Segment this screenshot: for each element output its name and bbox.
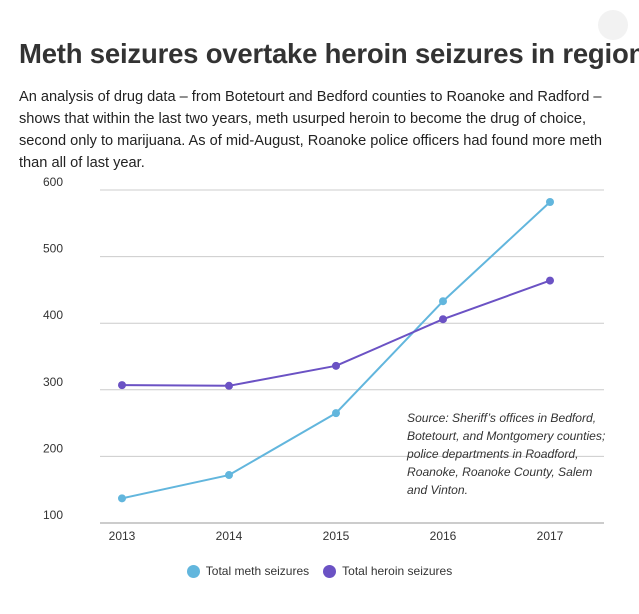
data-point-heroin[interactable] (225, 381, 233, 390)
legend-label-heroin: Total heroin seizures (342, 564, 453, 578)
series-points (118, 197, 554, 503)
y-tick-label: 300 (43, 375, 63, 389)
y-tick-label: 600 (43, 175, 63, 189)
y-tick-label: 100 (43, 508, 63, 522)
x-tick-label: 2014 (216, 529, 243, 543)
x-tick-label: 2013 (109, 529, 136, 543)
data-point-meth[interactable] (118, 494, 126, 503)
series-line-heroin (121, 279, 551, 387)
grid-layer (100, 189, 604, 524)
legend: Total meth seizures Total heroin seizure… (0, 564, 639, 578)
data-point-meth[interactable] (332, 409, 340, 418)
data-point-meth[interactable] (225, 471, 233, 480)
x-tick-labels: 2013 2014 2015 2016 2017 (109, 529, 564, 543)
x-tick-label: 2015 (323, 529, 350, 543)
y-tick-label: 400 (43, 308, 63, 322)
legend-item-meth[interactable]: Total meth seizures (186, 564, 310, 578)
chart-title: Meth seizures overtake heroin seizures i… (19, 38, 639, 69)
legend-swatch-meth (186, 564, 200, 578)
data-point-heroin[interactable] (118, 381, 126, 390)
y-tick-labels: 600 500 400 300 200 100 (43, 175, 63, 522)
data-point-heroin[interactable] (546, 276, 554, 285)
x-tick-label: 2017 (537, 529, 564, 543)
data-point-meth[interactable] (546, 197, 554, 206)
data-point-heroin[interactable] (332, 361, 340, 370)
corner-badge (598, 10, 628, 40)
data-point-meth[interactable] (439, 297, 447, 306)
chart-subtitle: An analysis of drug data – from Botetour… (19, 89, 602, 171)
legend-swatch-heroin (323, 564, 337, 578)
source-annotation: Source: Sheriff’s offices in Bedford, Bo… (407, 411, 606, 497)
legend-label-meth: Total meth seizures (205, 564, 310, 578)
y-tick-label: 200 (43, 441, 63, 455)
x-tick-label: 2016 (430, 529, 457, 543)
data-point-heroin[interactable] (439, 315, 447, 324)
y-tick-label: 500 (43, 242, 63, 256)
legend-item-heroin[interactable]: Total heroin seizures (323, 564, 452, 578)
